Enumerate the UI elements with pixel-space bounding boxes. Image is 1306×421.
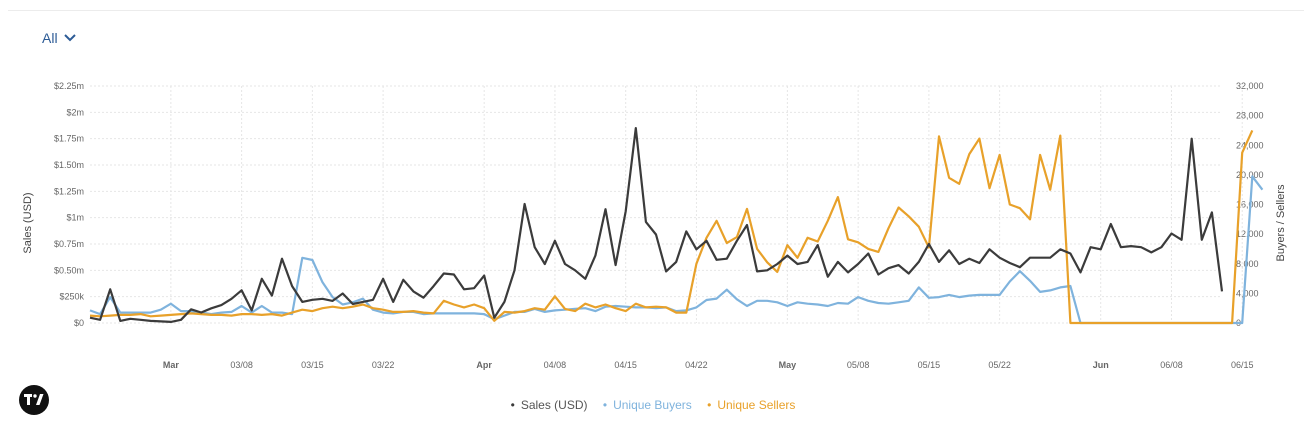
- y-right-tick-label: 12,000: [1236, 229, 1264, 239]
- tradingview-logo-glyph: [24, 394, 44, 405]
- x-tick-label: 03/15: [301, 360, 324, 370]
- y-left-tick-label: $2.25m: [54, 81, 84, 91]
- x-tick-label: 04/22: [685, 360, 708, 370]
- y-left-tick-label: $2m: [66, 107, 84, 117]
- x-tick-label: 06/08: [1160, 360, 1183, 370]
- legend-sales-label: Sales (USD): [520, 398, 588, 412]
- chevron-down-icon: [63, 34, 76, 42]
- y-left-tick-label: $0.75m: [54, 239, 84, 249]
- x-tick-label: Mar: [163, 360, 180, 370]
- legend-item-buyers[interactable]: • Unique Buyers: [602, 398, 692, 412]
- tradingview-logo-icon[interactable]: [19, 385, 49, 415]
- y-right-tick-label: 28,000: [1236, 111, 1264, 121]
- x-tick-label: 04/15: [614, 360, 637, 370]
- x-tick-label: Apr: [476, 360, 492, 370]
- x-tick-label: 06/15: [1231, 360, 1254, 370]
- period-filter-dropdown[interactable]: All: [42, 30, 76, 46]
- x-tick-label: May: [779, 360, 797, 370]
- y-left-tick-label: $250k: [59, 292, 84, 302]
- y-right-axis-title: Buyers / Sellers: [1275, 184, 1287, 262]
- x-tick-label: 05/08: [847, 360, 870, 370]
- y-left-tick-label: $1m: [66, 213, 84, 223]
- y-right-tick-label: 20,000: [1236, 170, 1264, 180]
- y-left-tick-label: $1.75m: [54, 134, 84, 144]
- x-tick-label: 05/15: [918, 360, 941, 370]
- y-left-tick-label: $1.50m: [54, 160, 84, 170]
- legend-item-sellers[interactable]: • Unique Sellers: [707, 398, 796, 412]
- y-right-tick-label: 24,000: [1236, 140, 1264, 150]
- series-line-sales: [89, 127, 1224, 323]
- chart-card: [8, 10, 1304, 420]
- y-left-tick-label: $0.50m: [54, 265, 84, 275]
- period-filter-label: All: [42, 30, 58, 46]
- legend-item-sales[interactable]: • Sales (USD): [510, 398, 588, 412]
- y-left-tick-label: $1.25m: [54, 186, 84, 196]
- series-line-sellers: [89, 129, 1254, 325]
- legend-sellers-label: Unique Sellers: [717, 398, 796, 412]
- y-left-axis-title: Sales (USD): [22, 192, 34, 253]
- y-right-tick-label: 4,000: [1236, 288, 1259, 298]
- series-line-buyers: [89, 175, 1264, 325]
- x-tick-label: Jun: [1093, 360, 1109, 370]
- x-tick-label: 03/08: [230, 360, 253, 370]
- chart-legend: • Sales (USD) • Unique Buyers • Unique Sell…: [0, 398, 1306, 412]
- x-tick-label: 03/22: [372, 360, 395, 370]
- y-left-tick-label: $0: [74, 318, 84, 328]
- x-tick-label: 04/08: [544, 360, 567, 370]
- legend-buyers-label: Unique Buyers: [613, 398, 692, 412]
- y-right-tick-label: 32,000: [1236, 81, 1264, 91]
- x-tick-label: 05/22: [988, 360, 1011, 370]
